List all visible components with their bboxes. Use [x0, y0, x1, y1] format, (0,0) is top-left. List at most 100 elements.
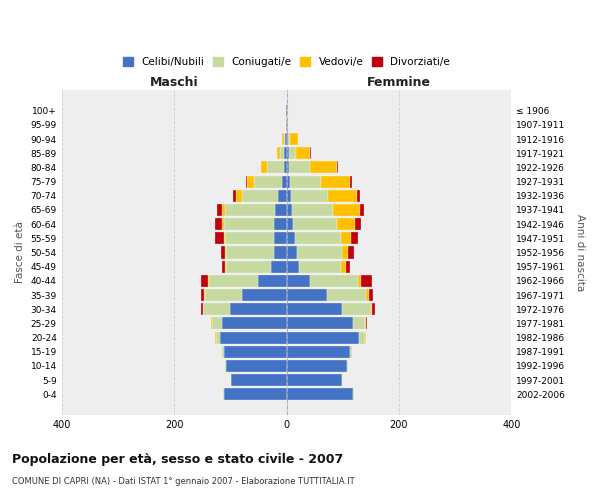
Bar — [287, 218, 293, 230]
Bar — [284, 147, 287, 159]
Bar — [321, 176, 350, 188]
Bar — [232, 374, 287, 386]
Bar — [226, 360, 287, 372]
Bar — [287, 260, 299, 272]
Bar — [359, 332, 365, 344]
Y-axis label: Fasce di età: Fasce di età — [15, 222, 25, 284]
Bar — [337, 218, 355, 230]
Bar — [224, 218, 274, 230]
Bar — [341, 232, 351, 244]
Bar — [224, 346, 287, 358]
Bar — [224, 232, 225, 244]
Bar — [289, 162, 310, 173]
Bar — [223, 346, 224, 358]
Bar — [246, 176, 247, 188]
Bar — [225, 246, 226, 258]
Bar — [346, 260, 350, 272]
Bar — [222, 204, 225, 216]
Bar — [274, 232, 287, 244]
Bar — [222, 318, 287, 330]
Bar — [287, 147, 289, 159]
Y-axis label: Anni di nascita: Anni di nascita — [575, 214, 585, 291]
Bar — [224, 388, 287, 400]
Bar — [332, 204, 359, 216]
Bar — [287, 289, 327, 301]
Bar — [341, 303, 371, 316]
Bar — [295, 232, 341, 244]
Bar — [226, 260, 271, 272]
Text: Maschi: Maschi — [150, 76, 199, 88]
Bar — [284, 133, 286, 145]
Bar — [278, 190, 287, 202]
Bar — [353, 388, 354, 400]
Bar — [287, 346, 350, 358]
Bar — [299, 260, 341, 272]
Bar — [203, 303, 230, 316]
Bar — [290, 176, 321, 188]
Bar — [289, 147, 296, 159]
Bar — [372, 303, 375, 316]
Bar — [215, 218, 222, 230]
Bar — [287, 246, 296, 258]
Bar — [287, 232, 295, 244]
Bar — [271, 260, 287, 272]
Bar — [225, 232, 274, 244]
Bar — [351, 232, 358, 244]
Bar — [358, 275, 361, 287]
Bar — [287, 275, 310, 287]
Bar — [349, 246, 354, 258]
Bar — [357, 190, 359, 202]
Bar — [328, 190, 357, 202]
Bar — [337, 162, 338, 173]
Bar — [226, 246, 274, 258]
Bar — [225, 260, 226, 272]
Bar — [261, 162, 267, 173]
Bar — [341, 260, 346, 272]
Bar — [259, 275, 287, 287]
Bar — [267, 162, 284, 173]
Bar — [287, 190, 291, 202]
Bar — [371, 303, 372, 316]
Bar — [287, 332, 359, 344]
Bar — [282, 176, 287, 188]
Bar — [205, 289, 242, 301]
Bar — [233, 190, 236, 202]
Bar — [274, 218, 287, 230]
Bar — [208, 275, 209, 287]
Bar — [242, 190, 278, 202]
Bar — [341, 246, 349, 258]
Bar — [236, 190, 242, 202]
Bar — [287, 360, 347, 372]
Bar — [215, 232, 224, 244]
Bar — [287, 162, 289, 173]
Bar — [350, 346, 352, 358]
Bar — [274, 246, 287, 258]
Bar — [209, 275, 259, 287]
Bar — [287, 388, 353, 400]
Bar — [254, 176, 282, 188]
Bar — [200, 303, 203, 316]
Bar — [216, 332, 220, 344]
Bar — [310, 162, 337, 173]
Text: Popolazione per età, sesso e stato civile - 2007: Popolazione per età, sesso e stato civil… — [12, 452, 343, 466]
Bar — [287, 374, 341, 386]
Bar — [296, 147, 310, 159]
Bar — [296, 246, 341, 258]
Bar — [201, 289, 204, 301]
Bar — [282, 133, 284, 145]
Bar — [222, 218, 224, 230]
Bar — [220, 332, 287, 344]
Bar — [353, 318, 365, 330]
Bar — [367, 289, 368, 301]
Text: Femmine: Femmine — [367, 76, 431, 88]
Bar — [310, 147, 311, 159]
Bar — [204, 289, 205, 301]
Bar — [201, 275, 208, 287]
Bar — [286, 133, 287, 145]
Bar — [221, 246, 225, 258]
Bar — [287, 176, 290, 188]
Bar — [310, 275, 358, 287]
Bar — [359, 204, 364, 216]
Bar — [242, 289, 287, 301]
Bar — [347, 360, 349, 372]
